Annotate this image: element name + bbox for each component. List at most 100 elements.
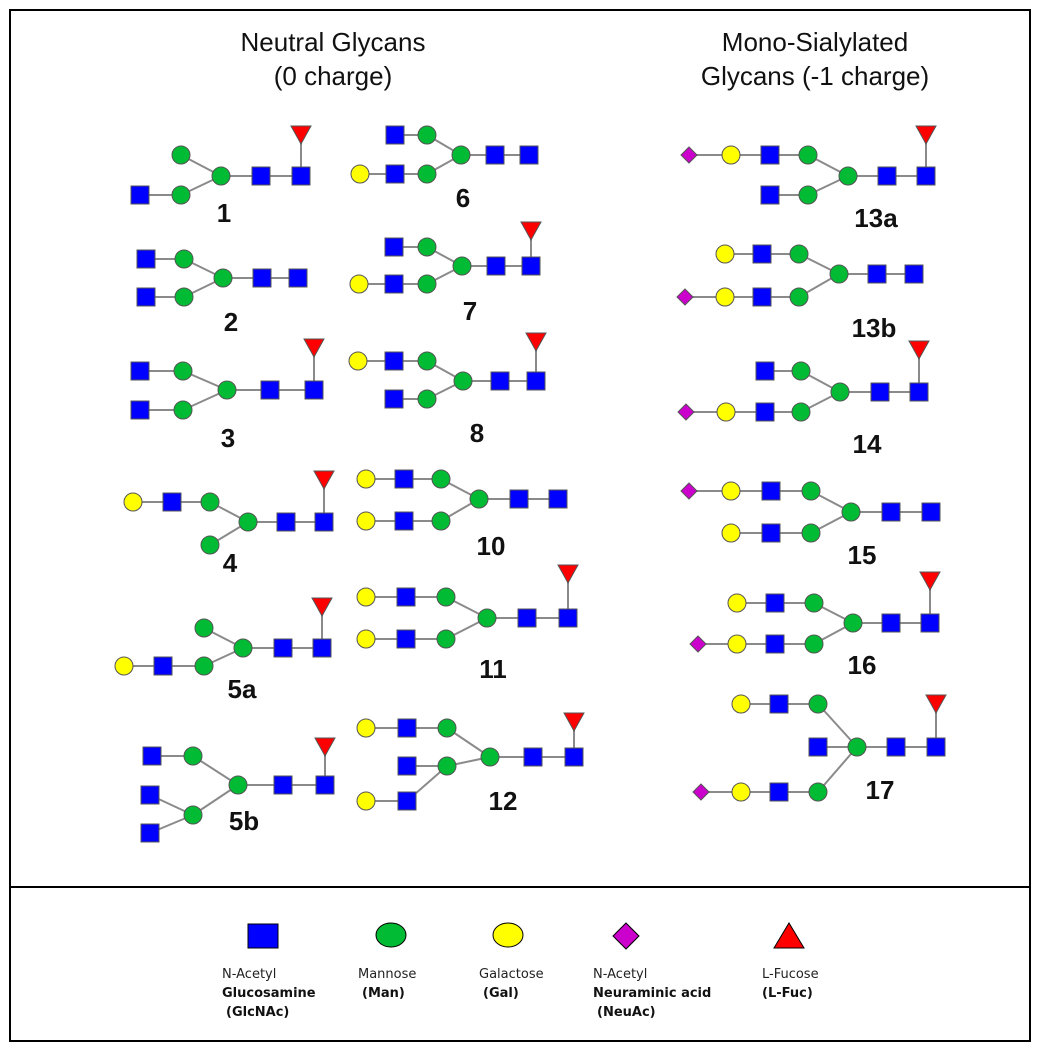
glycosidic-bond [817,746,858,793]
galactose-circle-icon [716,402,736,422]
fucose-triangle-icon [557,564,579,585]
legend-galactose-line2: (Gal) [483,986,519,1001]
glycan-8 [348,332,547,409]
galactose-circle-icon [114,656,134,676]
mannose-circle-icon [173,400,193,420]
mannose-circle-icon [183,746,203,766]
figure-frame [9,9,1031,1042]
mannose-circle-icon [437,756,457,776]
neuac-diamond-icon [689,635,707,653]
mannose-circle-icon [437,718,457,738]
glycan-label-4: 4 [223,548,238,578]
glcnac-square-icon [526,371,546,391]
glycan-6 [350,125,539,184]
glcnac-square-icon [509,489,529,509]
mannose-circle-icon [174,287,194,307]
mannose-circle-icon [804,593,824,613]
glcnac-square-icon [490,371,510,391]
galactose-circle-icon [348,351,368,371]
glcnac-square-icon [877,166,897,186]
glcnac-square-icon [136,249,156,269]
neuac-diamond-icon [676,288,694,306]
glycan-13a [680,125,937,205]
mannose-circle-icon [477,608,497,628]
fucose-triangle-icon [919,571,941,592]
galactose-circle-icon [350,164,370,184]
glcnac-square-icon [760,185,780,205]
glcnac-square-icon [397,718,417,738]
glcnac-square-icon [752,244,772,264]
glcnac-square-icon [760,145,780,165]
glcnac-square-icon [385,125,405,145]
fucose-triangle-icon [773,922,805,949]
fucose-triangle-icon [525,332,547,353]
glcnac-square-icon [385,164,405,184]
mannose-circle-icon [431,469,451,489]
glcnac-square-icon [485,145,505,165]
neuac-diamond-icon [692,783,710,801]
glcnac-square-icon [396,629,416,649]
galactose-circle-icon [715,287,735,307]
fucose-triangle-icon [925,694,947,715]
mannose-circle-icon [838,166,858,186]
glcnac-square-icon [558,608,578,628]
mannose-circle-icon [171,145,191,165]
fucose-triangle-icon [520,221,542,242]
mannose-circle-icon [436,629,456,649]
glycan-2 [136,249,308,307]
neuac-diamond-icon [677,403,695,421]
glcnac-square-icon [130,400,150,420]
neutral-header-line2: (0 charge) [274,61,393,91]
glycan-10 [356,469,568,531]
glycan-label-16: 16 [848,650,877,680]
mannose-circle-icon [798,145,818,165]
mannose-circle-icon [808,782,828,802]
glycan-label-8: 8 [470,418,484,448]
mannose-circle-icon [789,287,809,307]
legend-neuac-line3: (NeuAc) [597,1005,656,1020]
galactose-circle-icon [721,145,741,165]
glycan-label-2: 2 [224,307,238,337]
glcnac-square-icon [314,512,334,532]
glcnac-square-icon [247,923,279,949]
galactose-circle-icon [356,469,376,489]
mannose-circle-icon [804,634,824,654]
glcnac-square-icon [130,185,150,205]
galactose-circle-icon [721,523,741,543]
glycan-label-15: 15 [848,540,877,570]
glcnac-square-icon [870,382,890,402]
mannose-circle-icon [798,185,818,205]
legend: N-Acetyl Glucosamine (GlcNAc) Mannose (M… [222,922,819,1020]
galactose-circle-icon [721,481,741,501]
mannose-circle-icon [417,164,437,184]
mannose-circle-icon [829,264,849,284]
glcnac-square-icon [273,775,293,795]
mannose-circle-icon [417,274,437,294]
fucose-triangle-icon [915,125,937,146]
galactose-circle-icon [356,511,376,531]
glcnac-square-icon [140,823,160,843]
glycan-15 [680,481,941,543]
mannose-circle-icon [789,244,809,264]
glcnac-square-icon [486,256,506,276]
glcnac-square-icon [519,145,539,165]
glcnac-square-icon [755,402,775,422]
mannose-circle-icon [217,380,237,400]
glycan-structures [114,125,947,843]
glycan-11 [356,564,579,649]
glcnac-square-icon [921,502,941,522]
glcnac-square-icon [761,481,781,501]
glcnac-square-icon [397,791,417,811]
glcnac-square-icon [384,389,404,409]
glcnac-square-icon [384,237,404,257]
glcnac-square-icon [140,785,160,805]
mannose-circle-icon [417,125,437,145]
galactose-circle-icon [123,492,143,512]
mannose-circle-icon [469,489,489,509]
mannose-circle-icon [791,402,811,422]
glcnac-square-icon [765,593,785,613]
mannose-circle-icon [417,351,437,371]
legend-fucose-line2: (L-Fuc) [762,986,813,1001]
glycan-13b [676,244,924,307]
glcnac-square-icon [881,613,901,633]
